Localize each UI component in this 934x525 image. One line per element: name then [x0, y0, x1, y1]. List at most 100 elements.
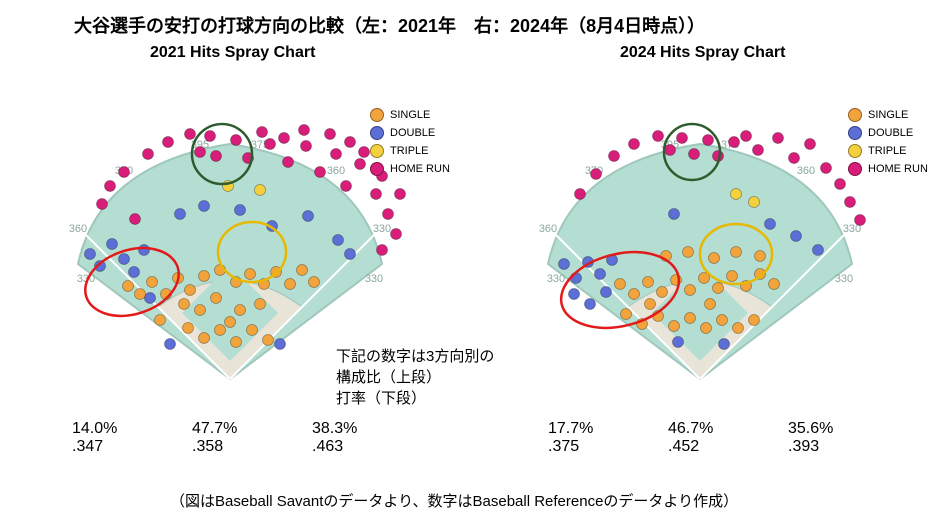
legend-label: TRIPLE — [868, 145, 907, 157]
hit-marker-db — [333, 235, 344, 246]
legend-label: SINGLE — [868, 109, 908, 121]
hit-marker-sg — [215, 325, 226, 336]
legend-item-single: SINGLE — [370, 108, 450, 122]
hit-marker-db — [813, 245, 824, 256]
legend-dot-icon — [370, 126, 384, 140]
hit-marker-hr — [130, 214, 141, 225]
legend-item-home-run: HOME RUN — [370, 162, 450, 176]
legend-item-triple: TRIPLE — [848, 144, 928, 158]
hit-marker-sg — [179, 299, 190, 310]
hit-marker-db — [559, 259, 570, 270]
hit-marker-sg — [155, 315, 166, 326]
hit-marker-sg — [657, 287, 668, 298]
panel-title-2021: 2021 Hits Spray Chart — [150, 44, 315, 62]
wall-distance-label: 330 — [365, 273, 383, 285]
legend-label: DOUBLE — [390, 127, 435, 139]
hit-marker-hr — [265, 139, 276, 150]
legend-label: HOME RUN — [390, 163, 450, 175]
title-rest: Hits Spray Chart — [656, 44, 786, 61]
hit-marker-db — [119, 254, 130, 265]
hit-marker-hr — [371, 189, 382, 200]
legend-label: SINGLE — [390, 109, 430, 121]
hit-marker-hr — [591, 169, 602, 180]
hit-marker-db — [145, 293, 156, 304]
stats-2024: 17.7%.37546.7%.45235.6%.393 — [548, 420, 908, 456]
wall-distance-label: 360 — [69, 223, 87, 235]
hit-marker-hr — [689, 149, 700, 160]
legend-label: TRIPLE — [390, 145, 429, 157]
hit-marker-hr — [391, 229, 402, 240]
hit-marker-hr — [703, 135, 714, 146]
hit-marker-hr — [835, 179, 846, 190]
hit-marker-sg — [247, 325, 258, 336]
hit-marker-hr — [359, 147, 370, 158]
year-label: 2021 — [150, 44, 186, 61]
hit-marker-sg — [245, 269, 256, 280]
hit-marker-sg — [297, 265, 308, 276]
hit-marker-db — [139, 245, 150, 256]
hit-marker-sg — [685, 285, 696, 296]
hit-marker-sg — [199, 333, 210, 344]
hit-marker-hr — [805, 139, 816, 150]
hit-marker-db — [791, 231, 802, 242]
stat-avg: .375 — [548, 438, 668, 456]
hit-marker-db — [719, 339, 730, 350]
hit-marker-hr — [395, 189, 406, 200]
hit-marker-sg — [147, 277, 158, 288]
hit-marker-sg — [731, 247, 742, 258]
stat-pct: 38.3% — [312, 420, 432, 438]
legend-dot-icon — [370, 144, 384, 158]
wall-distance-label: 330 — [373, 223, 391, 235]
hit-marker-hr — [629, 139, 640, 150]
legend-label: HOME RUN — [868, 163, 928, 175]
hit-marker-hr — [383, 209, 394, 220]
stat-avg: .463 — [312, 438, 432, 456]
hit-marker-hr — [729, 137, 740, 148]
hit-marker-sg — [621, 309, 632, 320]
stat-col-0: 17.7%.375 — [548, 420, 668, 456]
hit-marker-db — [595, 269, 606, 280]
hit-marker-sg — [235, 305, 246, 316]
hit-marker-hr — [211, 151, 222, 162]
hit-marker-db — [129, 267, 140, 278]
hit-marker-hr — [789, 153, 800, 164]
hit-marker-hr — [283, 157, 294, 168]
hit-marker-hr — [185, 129, 196, 140]
hit-marker-sg — [669, 321, 680, 332]
panel-title-2024: 2024 Hits Spray Chart — [620, 44, 785, 62]
hit-marker-sg — [645, 299, 656, 310]
stat-avg: .358 — [192, 438, 312, 456]
stat-col-0: 14.0%.347 — [72, 420, 192, 456]
hit-marker-sg — [199, 271, 210, 282]
hit-marker-hr — [665, 145, 676, 156]
wall-distance-label: 330 — [835, 273, 853, 285]
hit-marker-db — [585, 299, 596, 310]
hit-marker-db — [569, 289, 580, 300]
hit-marker-sg — [211, 293, 222, 304]
wall-distance-label: 360 — [327, 165, 345, 177]
hit-marker-sg — [629, 289, 640, 300]
hit-marker-hr — [331, 149, 342, 160]
hit-marker-hr — [119, 167, 130, 178]
hit-marker-db — [673, 337, 684, 348]
hit-marker-hr — [301, 141, 312, 152]
page-title: 大谷選手の安打の打球方向の比較（左：2021年 右：2024年（8月4日時点）） — [74, 12, 705, 38]
panel-2024: 2024 Hits Spray Chart 360370395375360330… — [510, 44, 900, 464]
hit-marker-db — [601, 287, 612, 298]
hit-marker-tr — [731, 189, 742, 200]
hit-marker-hr — [341, 181, 352, 192]
hit-marker-sg — [263, 335, 274, 346]
legend-dot-icon — [848, 108, 862, 122]
hit-marker-sg — [195, 305, 206, 316]
hit-marker-sg — [185, 285, 196, 296]
hit-marker-hr — [205, 131, 216, 142]
footnote: （図はBaseball Savantのデータより、数字はBaseball Ref… — [170, 490, 738, 511]
hit-marker-hr — [315, 167, 326, 178]
hit-marker-db — [303, 211, 314, 222]
hit-marker-hr — [753, 145, 764, 156]
hit-marker-db — [235, 205, 246, 216]
legend-item-home-run: HOME RUN — [848, 162, 928, 176]
legend-dot-icon — [848, 162, 862, 176]
hit-marker-hr — [257, 127, 268, 138]
hit-marker-hr — [97, 199, 108, 210]
